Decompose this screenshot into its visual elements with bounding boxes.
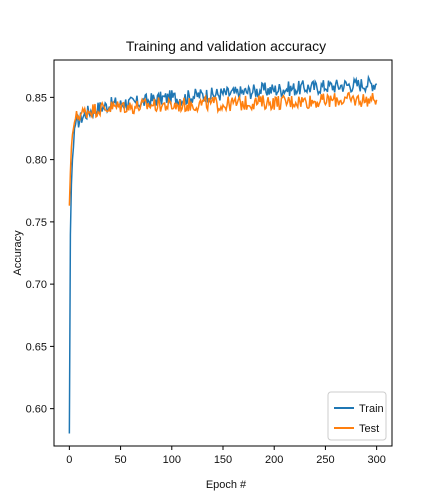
x-tick-label: 50 xyxy=(114,454,126,466)
y-tick-label: 0.65 xyxy=(26,341,47,353)
chart-title: Training and validation accuracy xyxy=(126,38,326,54)
y-axis-label: Accuracy xyxy=(12,230,24,276)
legend-label-train: Train xyxy=(359,403,384,415)
y-tick-label: 0.80 xyxy=(26,155,47,167)
x-tick-label: 100 xyxy=(163,454,181,466)
x-tick-label: 300 xyxy=(367,454,385,466)
y-tick-label: 0.75 xyxy=(26,217,47,229)
series-line-test xyxy=(68,91,378,206)
plot-frame xyxy=(53,59,393,447)
series-line-train xyxy=(68,74,378,434)
x-tick-label: 250 xyxy=(316,454,334,466)
x-tick-label: 0 xyxy=(66,454,72,466)
y-tick-label: 0.85 xyxy=(26,92,47,104)
legend: Train Test xyxy=(327,391,387,441)
x-axis: 0 50 100 150 200 250 300 xyxy=(66,446,386,466)
y-tick-label: 0.70 xyxy=(26,279,47,291)
legend-label-test: Test xyxy=(359,423,379,435)
x-tick-label: 150 xyxy=(214,454,232,466)
x-tick-label: 200 xyxy=(265,454,283,466)
x-axis-label: Epoch # xyxy=(206,479,247,491)
y-tick-label: 0.60 xyxy=(26,404,47,416)
y-axis: 0.60 0.65 0.70 0.75 0.80 0.85 xyxy=(26,92,54,416)
